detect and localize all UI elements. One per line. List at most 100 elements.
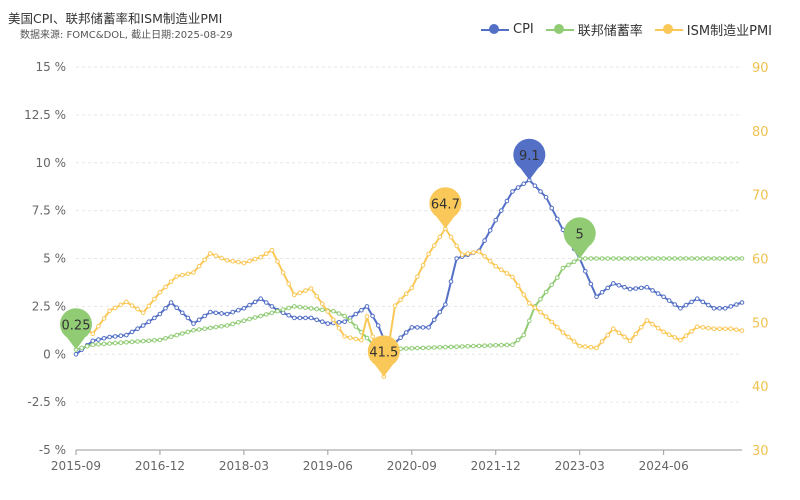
data-point [247,258,252,264]
data-point [543,289,549,295]
data-point [146,319,152,325]
data-point [532,183,538,188]
chart-subtitle: 数据来源: FOMC&DOL, 截止日期:2025-08-29 [20,30,233,41]
data-point [543,194,549,200]
data-point [342,319,347,325]
data-point [409,346,415,351]
data-point [443,344,448,350]
data-point [722,326,728,332]
data-point [297,315,303,321]
data-point [208,251,213,256]
data-point [661,256,666,261]
data-point [499,267,504,273]
data-point [683,256,689,261]
data-point [185,271,191,277]
data-point [666,332,672,338]
legend-item-pmi[interactable]: ISM制造业PMI [654,20,772,39]
data-point [420,325,426,330]
legend-item-fed-rate[interactable]: 联邦储蓄率 [545,20,643,39]
data-point [577,343,583,349]
data-point [157,311,163,317]
data-point [560,265,566,271]
data-point [611,256,616,261]
data-point [275,259,280,264]
data-point [594,345,599,351]
chart-title: 美国CPI、联邦储蓄率和ISM制造业PMI [8,11,223,26]
marker-label: 5 [576,228,584,243]
data-point [224,258,230,263]
legend-swatch-cpi [481,23,510,36]
data-point [135,339,140,344]
data-point [112,305,118,311]
data-point [152,296,157,302]
data-point [538,309,543,315]
data-point [734,327,739,333]
data-point [370,313,375,319]
data-point [493,217,499,223]
data-point [437,234,443,240]
data-point [639,285,644,291]
data-point [118,302,124,308]
data-point [264,312,269,317]
data-point [202,257,207,263]
data-point [331,317,336,323]
data-point [308,315,314,321]
data-point [303,305,308,311]
marker-pin [367,335,400,377]
data-point [706,302,711,308]
data-point [711,326,717,332]
data-point [588,281,594,287]
data-point [79,345,84,351]
data-point [180,310,185,316]
data-point [347,318,353,324]
data-point [415,345,420,351]
data-point [627,286,633,292]
data-point [280,270,286,275]
data-point [694,256,700,261]
data-point [96,323,101,329]
y-right-tick-label: 50 [752,316,769,331]
legend-item-cpi[interactable]: CPI [481,22,534,37]
x-tick-label: 2020-09 [387,459,437,473]
data-point [325,309,331,314]
data-point [504,342,510,348]
data-point [510,274,515,280]
data-point [163,336,168,341]
data-point [219,324,224,329]
data-point [241,260,247,266]
data-point [678,256,683,261]
data-point [465,251,471,256]
data-point [347,335,353,341]
data-point [560,330,566,335]
data-point [639,256,644,261]
data-point [555,275,560,280]
y-right-tick-label: 90 [752,61,769,76]
marker-label: 64.7 [431,197,460,212]
data-point [185,329,191,335]
data-point [320,319,325,325]
data-point [650,288,655,293]
data-point [364,304,370,309]
data-point [443,302,448,307]
data-point [588,344,594,350]
marker-pin [429,187,462,229]
data-point [292,304,297,309]
data-point [314,293,320,299]
data-point [129,329,135,335]
data-point [734,256,739,261]
data-point [107,341,112,346]
x-tick-label: 2016-12 [135,459,185,473]
data-point [146,303,152,309]
data-point [101,336,107,341]
data-point [722,256,728,261]
data-point [252,299,258,305]
data-point [683,333,689,339]
data-point [140,323,146,328]
data-point [431,345,437,350]
data-point [336,311,342,316]
data-point [101,341,107,347]
data-point [258,313,264,319]
data-point [739,300,745,305]
data-point [107,308,112,314]
